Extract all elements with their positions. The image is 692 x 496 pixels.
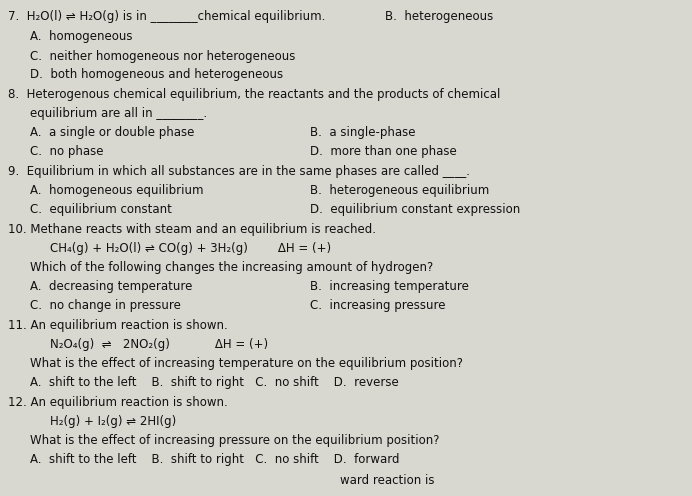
- Text: B.  heterogeneous equilibrium: B. heterogeneous equilibrium: [310, 184, 489, 197]
- Text: B.  increasing temperature: B. increasing temperature: [310, 280, 469, 293]
- Text: A.  homogeneous equilibrium: A. homogeneous equilibrium: [30, 184, 203, 197]
- Text: 12. An equilibrium reaction is shown.: 12. An equilibrium reaction is shown.: [8, 396, 228, 409]
- Text: 10. Methane reacts with steam and an equilibrium is reached.: 10. Methane reacts with steam and an equ…: [8, 223, 376, 236]
- Text: C.  no phase: C. no phase: [30, 145, 104, 158]
- Text: A.  shift to the left    B.  shift to right   C.  no shift    D.  forward: A. shift to the left B. shift to right C…: [30, 453, 399, 466]
- Text: D.  equilibrium constant expression: D. equilibrium constant expression: [310, 203, 520, 216]
- Text: What is the effect of increasing pressure on the equilibrium position?: What is the effect of increasing pressur…: [30, 434, 439, 447]
- Text: C.  neither homogeneous nor heterogeneous: C. neither homogeneous nor heterogeneous: [30, 50, 295, 63]
- Text: C.  no change in pressure: C. no change in pressure: [30, 299, 181, 312]
- Text: Which of the following changes the increasing amount of hydrogen?: Which of the following changes the incre…: [30, 261, 433, 274]
- Text: D.  both homogeneous and heterogeneous: D. both homogeneous and heterogeneous: [30, 68, 283, 81]
- Text: 11. An equilibrium reaction is shown.: 11. An equilibrium reaction is shown.: [8, 319, 228, 332]
- Text: C.  equilibrium constant: C. equilibrium constant: [30, 203, 172, 216]
- Text: N₂O₄(g)  ⇌   2NO₂(g)            ΔH = (+): N₂O₄(g) ⇌ 2NO₂(g) ΔH = (+): [50, 338, 268, 351]
- Text: H₂(g) + I₂(g) ⇌ 2HI(g): H₂(g) + I₂(g) ⇌ 2HI(g): [50, 415, 176, 428]
- Text: A.  shift to the left    B.  shift to right   C.  no shift    D.  reverse: A. shift to the left B. shift to right C…: [30, 376, 399, 389]
- Text: B.  a single-phase: B. a single-phase: [310, 126, 415, 139]
- Text: A.  a single or double phase: A. a single or double phase: [30, 126, 194, 139]
- Text: A.  decreasing temperature: A. decreasing temperature: [30, 280, 192, 293]
- Text: 9.  Equilibrium in which all substances are in the same phases are called ____.: 9. Equilibrium in which all substances a…: [8, 165, 470, 178]
- Text: CH₄(g) + H₂O(l) ⇌ CO(g) + 3H₂(g)        ΔH = (+): CH₄(g) + H₂O(l) ⇌ CO(g) + 3H₂(g) ΔH = (+…: [50, 242, 331, 255]
- Text: 8.  Heterogenous chemical equilibrium, the reactants and the products of chemica: 8. Heterogenous chemical equilibrium, th…: [8, 88, 500, 101]
- Text: C.  increasing pressure: C. increasing pressure: [310, 299, 446, 312]
- Text: What is the effect of increasing temperature on the equilibrium position?: What is the effect of increasing tempera…: [30, 357, 463, 370]
- Text: A.  homogeneous: A. homogeneous: [30, 30, 132, 43]
- Text: equilibrium are all in ________.: equilibrium are all in ________.: [30, 107, 207, 120]
- Text: ward reaction is: ward reaction is: [340, 474, 435, 487]
- Text: 7.  H₂O(l) ⇌ H₂O(g) is in ________chemical equilibrium.: 7. H₂O(l) ⇌ H₂O(g) is in ________chemica…: [8, 10, 325, 23]
- Text: D.  more than one phase: D. more than one phase: [310, 145, 457, 158]
- Text: B.  heterogeneous: B. heterogeneous: [385, 10, 493, 23]
